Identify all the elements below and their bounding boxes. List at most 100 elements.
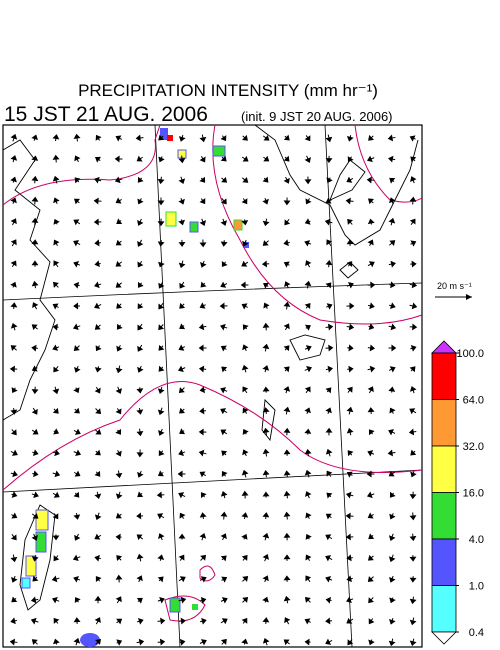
wind-vector-head xyxy=(158,134,165,141)
wind-vector-head xyxy=(54,449,60,457)
wind-vector-head xyxy=(115,260,122,267)
wind-vector-head xyxy=(412,323,418,331)
wind-vector-head xyxy=(242,324,249,331)
wind-vector-head xyxy=(31,175,39,182)
wind-vector-head xyxy=(178,198,185,205)
wind-vector-head xyxy=(30,596,37,604)
wind-vector-head xyxy=(73,617,81,623)
wind-vector-head xyxy=(283,427,291,433)
wind-vector-head xyxy=(283,470,291,476)
wind-vector-head xyxy=(94,595,102,601)
wind-vector-head xyxy=(388,640,396,647)
wind-vector-head xyxy=(284,219,291,226)
wind-vector-head xyxy=(326,177,333,184)
wind-vector-head xyxy=(262,448,270,455)
wind-vector-head xyxy=(157,409,165,416)
wind-vector-head xyxy=(220,241,228,247)
wind-vector-head xyxy=(31,556,39,562)
wind-vector-head xyxy=(241,198,248,205)
wind-vector-head xyxy=(346,239,354,245)
wind-vector-head xyxy=(388,535,396,541)
wind-vector-head xyxy=(199,136,207,143)
wind-vector-head xyxy=(31,217,39,223)
map xyxy=(2,124,423,648)
wind-vector-head xyxy=(242,576,249,582)
wind-vector-head xyxy=(346,554,352,562)
wind-vector-head xyxy=(283,490,291,497)
wind-vector-head xyxy=(241,512,249,518)
colorbar-label: 64.0 xyxy=(463,395,484,407)
wind-vector-head xyxy=(10,429,17,436)
wind-vector-head xyxy=(283,345,290,352)
wind-vector-head xyxy=(199,471,206,478)
wind-vector-head xyxy=(346,136,354,142)
wind-vector-head xyxy=(10,176,17,183)
wind-vector-head xyxy=(10,218,17,225)
wind-vector-head xyxy=(345,491,352,499)
wind-vector-head xyxy=(304,240,311,247)
wind-vector-head xyxy=(199,512,207,518)
wind-vector-head xyxy=(367,576,374,582)
wind-vector-head xyxy=(31,155,39,161)
wind-vector-head xyxy=(137,240,144,247)
wind-vector-head xyxy=(368,618,375,625)
wind-vector-head xyxy=(262,617,270,623)
wind-vector-head xyxy=(305,512,312,519)
wind-vector-head xyxy=(115,135,122,142)
wind-vector-head xyxy=(325,136,333,143)
wind-vector-head xyxy=(178,242,186,247)
wind-vector-head xyxy=(10,260,17,267)
wind-vector-head xyxy=(157,241,165,247)
wind-vector-head xyxy=(262,176,269,183)
wind-vector-head xyxy=(283,200,291,206)
wind-vector-head xyxy=(410,471,417,478)
colorbar-top-triangle xyxy=(431,340,457,354)
wind-vector-head xyxy=(389,366,396,373)
wind-vector-head xyxy=(369,365,376,373)
wind-vector-head xyxy=(387,134,394,142)
wind-vector-head xyxy=(283,323,290,330)
wind-vector-head xyxy=(283,511,291,517)
wind-vector-head xyxy=(199,302,206,309)
wind-vectors xyxy=(9,133,418,647)
wind-vector-head xyxy=(411,302,418,310)
wind-vector-head xyxy=(325,638,332,645)
wind-vector-head xyxy=(221,366,228,373)
wind-vector-head xyxy=(73,514,81,520)
wind-vector-head xyxy=(201,617,207,625)
wind-vector-head xyxy=(52,344,59,351)
wind-vector-head xyxy=(157,470,164,477)
wind-vector-head xyxy=(305,198,312,205)
wind-vector-head xyxy=(305,533,312,540)
wind-vector-head xyxy=(74,597,81,604)
wind-vector-head xyxy=(366,491,373,499)
wind-vector-head xyxy=(178,158,186,164)
wind-vector-head xyxy=(389,302,396,310)
wind-vector-head xyxy=(73,576,79,583)
wind-vector-head xyxy=(10,281,17,288)
wind-vector-head xyxy=(32,575,39,582)
wind-vector-head xyxy=(94,533,101,540)
wind-vector-head xyxy=(263,282,269,289)
wind-vector-head xyxy=(409,598,417,605)
wind-vector-head xyxy=(283,554,291,560)
wind-vector-head xyxy=(52,597,58,604)
wind-vector-head xyxy=(325,282,332,289)
colorbar-label: 100.0 xyxy=(456,348,484,360)
wind-vector-head xyxy=(304,135,311,142)
wind-vector-head xyxy=(221,176,228,183)
wind-vector-head xyxy=(53,239,60,246)
wind-vector-head xyxy=(366,176,372,184)
wind-vector-head xyxy=(347,450,354,457)
wind-vector-head xyxy=(31,639,38,646)
wind-vector-head xyxy=(304,469,312,476)
wind-vector-head xyxy=(136,430,144,437)
wind-vector-head xyxy=(158,156,165,163)
wind-vector-head xyxy=(262,554,269,560)
wind-vector-head xyxy=(116,618,123,625)
wind-vector-head xyxy=(304,324,311,331)
wind-vector-head xyxy=(9,638,16,646)
wind-vector-head xyxy=(198,449,205,457)
wind-vector-head xyxy=(52,303,59,310)
wind-vector-head xyxy=(367,218,375,225)
